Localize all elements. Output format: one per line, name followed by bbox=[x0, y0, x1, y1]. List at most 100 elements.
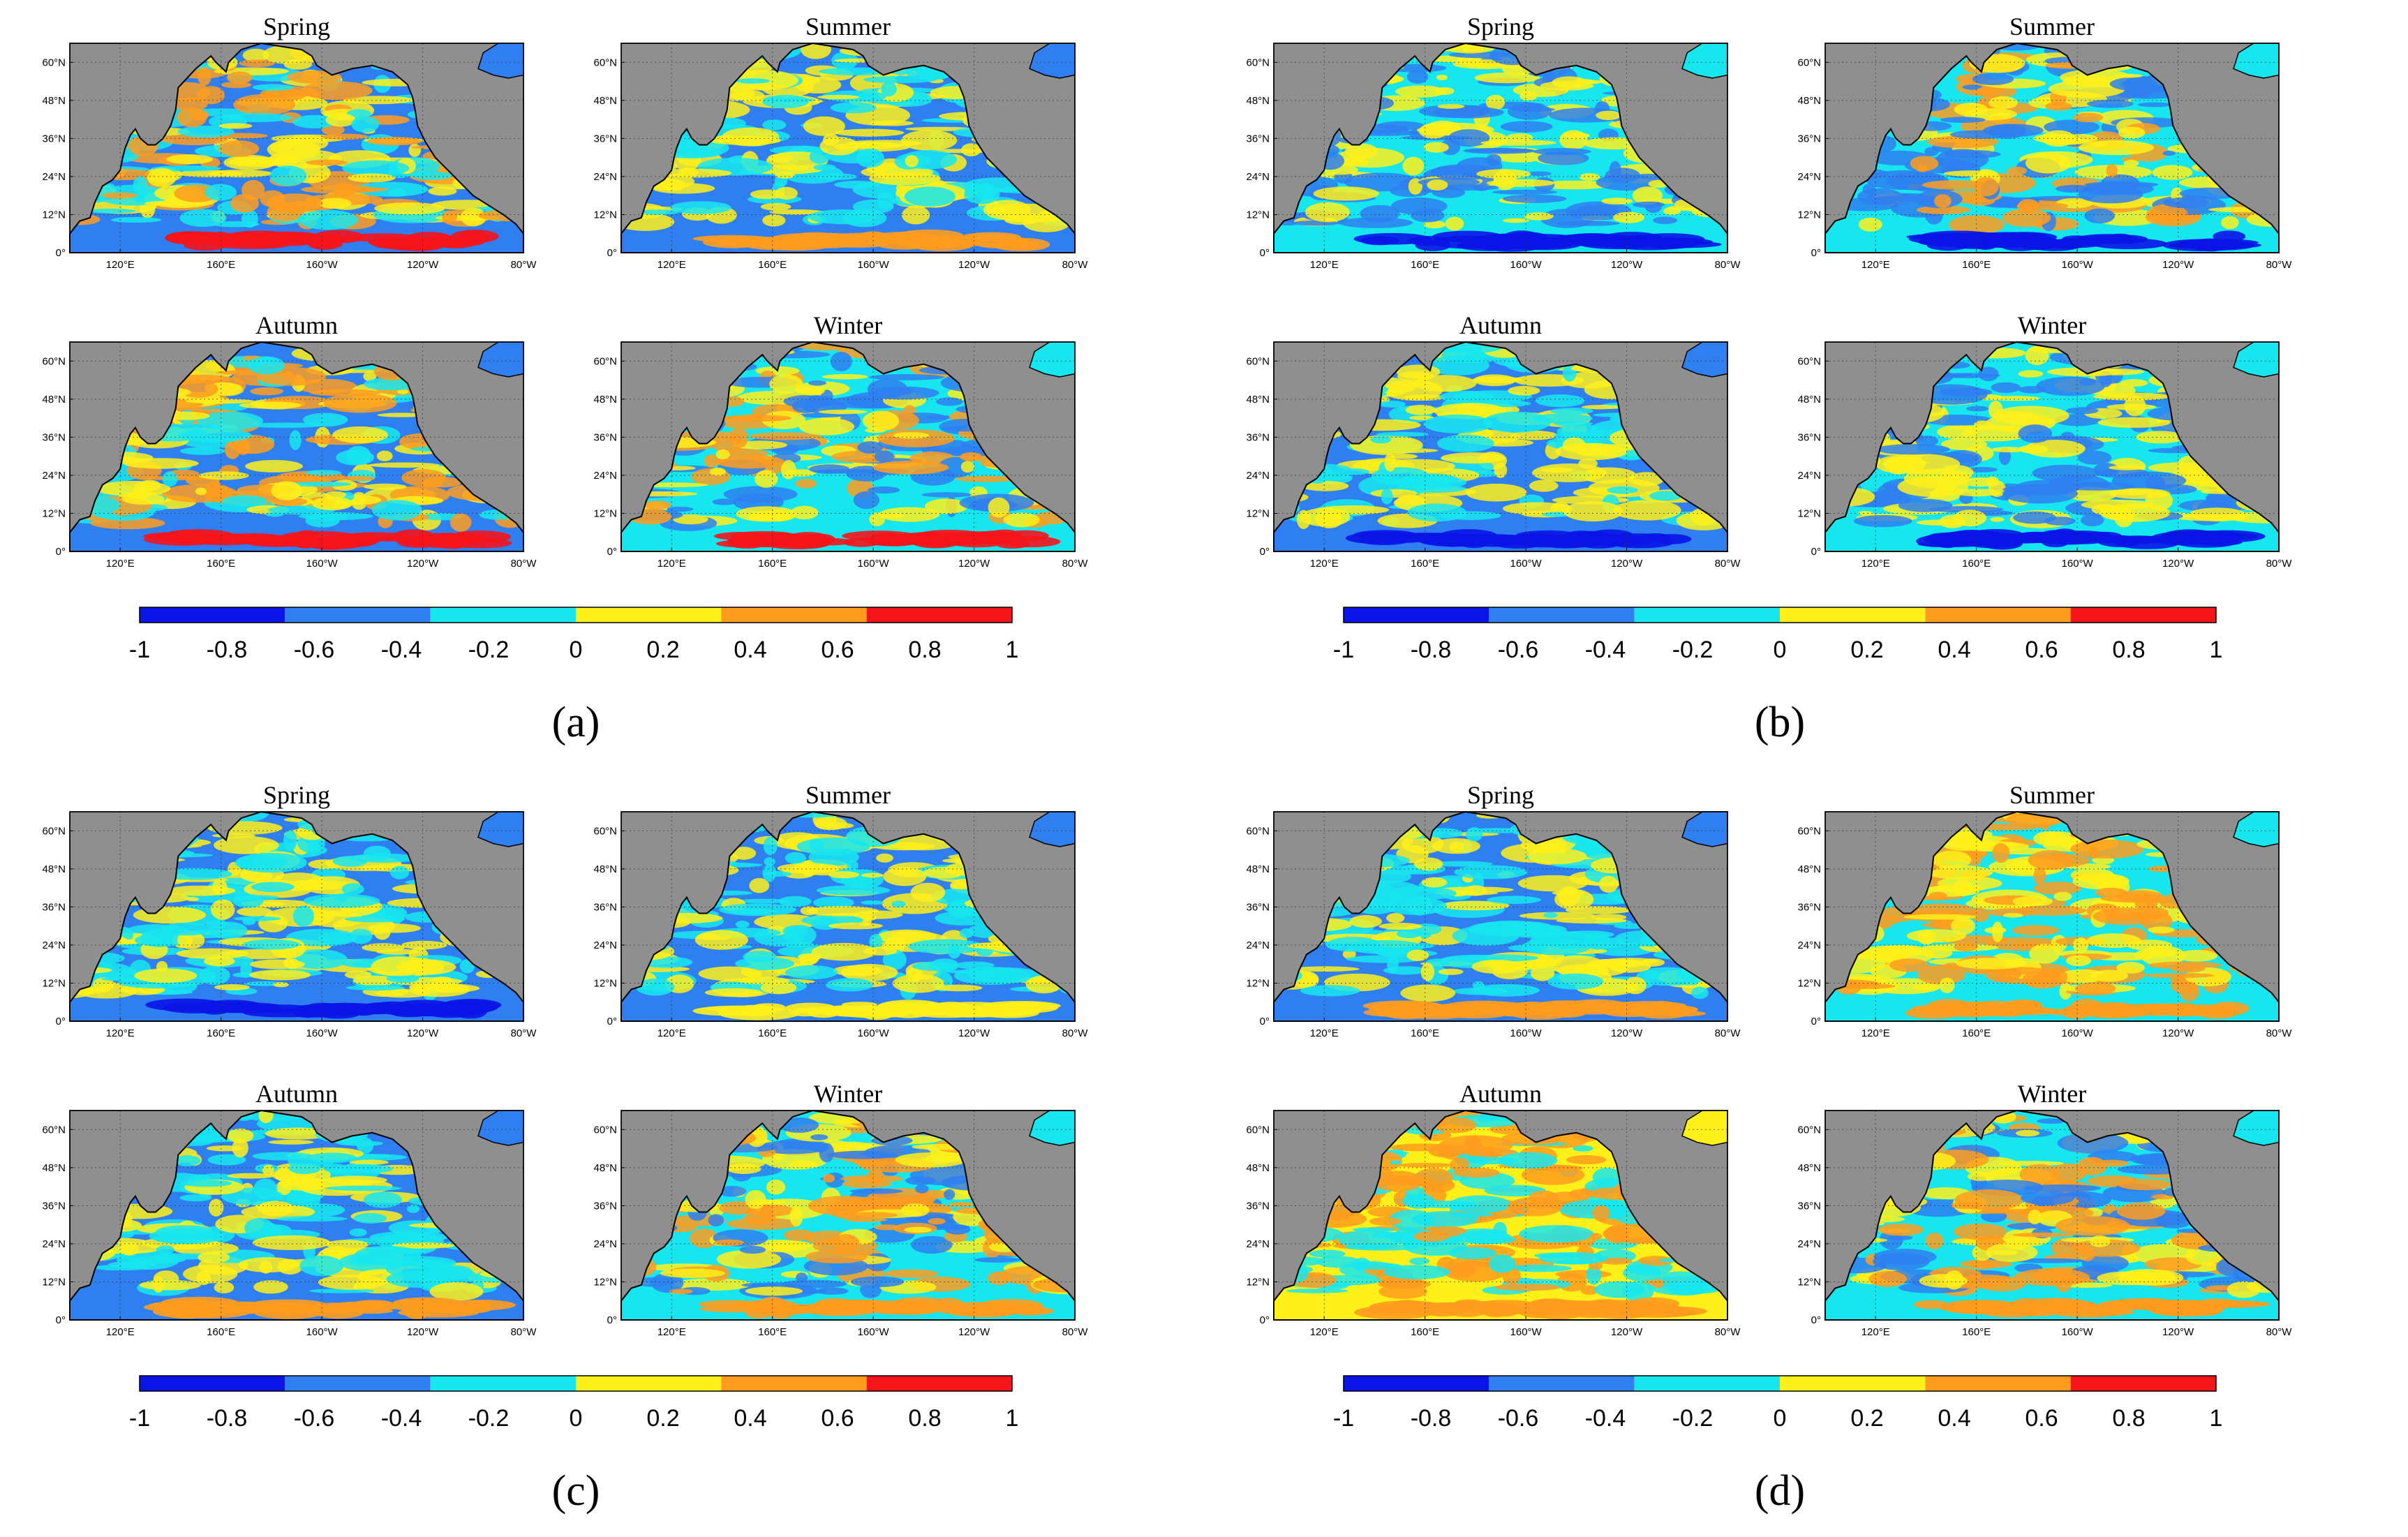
lon-tick-label: 120°E bbox=[1861, 1027, 1890, 1039]
colorbar-tick-label: 0.2 bbox=[1850, 637, 1883, 663]
lon-tick-label: 120°E bbox=[657, 1027, 686, 1039]
lat-tick-label: 0° bbox=[1260, 1016, 1270, 1027]
lat-tick-label: 0° bbox=[1811, 546, 1821, 558]
colorbar: -1 -0.8 -0.6 -0.4 -0.2 0 0.2 0.4 0.6 0.8 1 bbox=[129, 607, 1019, 663]
season-title: Summer bbox=[805, 13, 891, 40]
figure-panel-d: 0° 12°N 24°N 36°N 48°N 60°N 120°E 160°E 160°W 120… bbox=[1204, 768, 2408, 1537]
coastline bbox=[620, 810, 1076, 1022]
lat-tick-label: 36°N bbox=[42, 901, 66, 913]
lat-tick-label: 48°N bbox=[593, 394, 617, 406]
figure-panel-c: 0° 12°N 24°N 36°N 48°N 60°N 120°E 160°E 160°W 120… bbox=[0, 768, 1204, 1537]
colorbar-tick-label: -0.8 bbox=[207, 1405, 248, 1432]
lon-tick-label: 120°E bbox=[106, 558, 135, 570]
colorbar-tick-label: 0.8 bbox=[908, 637, 941, 663]
colorbar-tick-label: -1 bbox=[1333, 1405, 1354, 1432]
season-title: Summer bbox=[2009, 13, 2095, 40]
gridlines bbox=[70, 342, 523, 551]
lat-tick-label: 36°N bbox=[1797, 1200, 1821, 1212]
lat-tick-label: 12°N bbox=[1797, 1276, 1821, 1288]
lat-tick-label: 36°N bbox=[593, 431, 617, 443]
lat-tick-label: 48°N bbox=[1246, 863, 1270, 875]
lon-tick-label: 160°W bbox=[858, 259, 890, 271]
colorbar-tick-label: 0.8 bbox=[908, 1405, 941, 1432]
lat-tick-label: 0° bbox=[607, 546, 617, 558]
lon-tick-label: 80°W bbox=[1062, 558, 1089, 570]
lon-tick-label: 120°E bbox=[657, 558, 686, 570]
colorbar-tick-label: 1 bbox=[1006, 1405, 1019, 1432]
figure-panel-a: 0° 12°N 24°N 36°N 48°N 60°N 120°E 160°E 160°W 120… bbox=[0, 0, 1204, 768]
map-spring: 0° 12°N 24°N 36°N 48°N 60°N 120°E 160°E 160°W 120… bbox=[42, 781, 537, 1039]
gridlines bbox=[621, 342, 1075, 551]
season-title: Spring bbox=[263, 13, 330, 40]
lat-tick-label: 36°N bbox=[593, 1200, 617, 1212]
lat-tick-label: 12°N bbox=[1246, 1276, 1270, 1288]
coastline bbox=[69, 341, 524, 552]
lon-tick-label: 80°W bbox=[2266, 558, 2293, 570]
colorbar-tick-label: -0.6 bbox=[294, 1405, 335, 1432]
lat-tick-label: 12°N bbox=[593, 977, 617, 989]
colorbar-bin bbox=[1925, 1376, 2071, 1391]
lat-tick-label: 0° bbox=[1811, 247, 1821, 259]
coastline bbox=[1273, 810, 1728, 1022]
gridlines bbox=[70, 812, 523, 1021]
colorbar-tick-label: 1 bbox=[1006, 637, 1019, 663]
lon-tick-label: 120°E bbox=[1861, 558, 1890, 570]
gridlines bbox=[1274, 1111, 1727, 1320]
coastline bbox=[69, 810, 524, 1022]
lat-tick-label: 12°N bbox=[42, 209, 66, 221]
gridlines bbox=[621, 812, 1075, 1021]
colorbar-tick-label: 0.6 bbox=[2025, 637, 2058, 663]
lat-tick-label: 60°N bbox=[42, 57, 66, 68]
colorbar: -1 -0.8 -0.6 -0.4 -0.2 0 0.2 0.4 0.6 0.8 1 bbox=[1333, 607, 2222, 663]
lat-tick-label: 12°N bbox=[593, 1276, 617, 1288]
lon-tick-label: 80°W bbox=[2266, 1027, 2293, 1039]
lat-tick-label: 12°N bbox=[1797, 209, 1821, 221]
panel-svg: 0° 12°N 24°N 36°N 48°N 60°N 120°E 160°E 160°W 120… bbox=[1246, 781, 2293, 1515]
season-title: Autumn bbox=[1459, 1080, 1542, 1108]
lat-tick-label: 24°N bbox=[1246, 171, 1270, 183]
lon-tick-label: 120°E bbox=[1310, 1027, 1339, 1039]
lon-tick-label: 160°W bbox=[2062, 1027, 2094, 1039]
season-title: Spring bbox=[1467, 13, 1534, 40]
lat-tick-label: 0° bbox=[56, 247, 66, 259]
lon-tick-label: 120°E bbox=[106, 1027, 135, 1039]
lon-tick-label: 160°W bbox=[306, 1027, 339, 1039]
lon-tick-label: 160°W bbox=[306, 1326, 339, 1338]
season-title: Winter bbox=[814, 1080, 883, 1108]
lat-tick-label: 12°N bbox=[42, 977, 66, 989]
map-spring: 0° 12°N 24°N 36°N 48°N 60°N 120°E 160°E 160°W 120… bbox=[1246, 13, 1741, 271]
map-summer: 0° 12°N 24°N 36°N 48°N 60°N 120°E 160°E 160°W 120… bbox=[593, 781, 1088, 1039]
colorbar-tick-label: -0.2 bbox=[468, 637, 510, 663]
colorbar-tick-label: -1 bbox=[129, 1405, 150, 1432]
colorbar-bin bbox=[866, 1376, 1012, 1391]
lon-tick-label: 80°W bbox=[2266, 1326, 2293, 1338]
lat-tick-label: 60°N bbox=[1246, 825, 1270, 837]
coastline bbox=[620, 1109, 1076, 1321]
season-title: Winter bbox=[2018, 1080, 2087, 1108]
lon-tick-label: 160°E bbox=[1411, 1326, 1439, 1338]
lon-tick-label: 160°W bbox=[1510, 1027, 1543, 1039]
coastline bbox=[1824, 1109, 2280, 1321]
lon-tick-label: 160°E bbox=[1962, 558, 1991, 570]
panel-label: (d) bbox=[1755, 1467, 1805, 1515]
lon-tick-label: 120°E bbox=[657, 1326, 686, 1338]
colorbar-tick-label: 0.4 bbox=[734, 1405, 766, 1432]
lat-tick-label: 48°N bbox=[593, 1162, 617, 1174]
lat-tick-label: 60°N bbox=[42, 1124, 66, 1136]
lon-tick-label: 80°W bbox=[511, 558, 537, 570]
panel-svg: 0° 12°N 24°N 36°N 48°N 60°N 120°E 160°E 160°W 120… bbox=[42, 13, 1089, 746]
colorbar-tick-label: -0.8 bbox=[1411, 1405, 1452, 1432]
lat-tick-label: 12°N bbox=[1797, 977, 1821, 989]
lat-tick-label: 24°N bbox=[1246, 470, 1270, 482]
lon-tick-label: 120°W bbox=[1611, 558, 1643, 570]
lat-tick-label: 24°N bbox=[593, 470, 617, 482]
lat-tick-label: 0° bbox=[1811, 1314, 1821, 1326]
lat-tick-label: 24°N bbox=[1246, 1238, 1270, 1250]
colorbar-tick-label: 0 bbox=[1774, 1405, 1787, 1432]
lon-tick-label: 120°W bbox=[2162, 558, 2194, 570]
lon-tick-label: 120°W bbox=[407, 1326, 439, 1338]
lat-tick-label: 12°N bbox=[1246, 209, 1270, 221]
lon-tick-label: 120°W bbox=[958, 558, 990, 570]
lon-tick-label: 160°E bbox=[207, 1027, 235, 1039]
lon-tick-label: 160°W bbox=[1510, 259, 1543, 271]
